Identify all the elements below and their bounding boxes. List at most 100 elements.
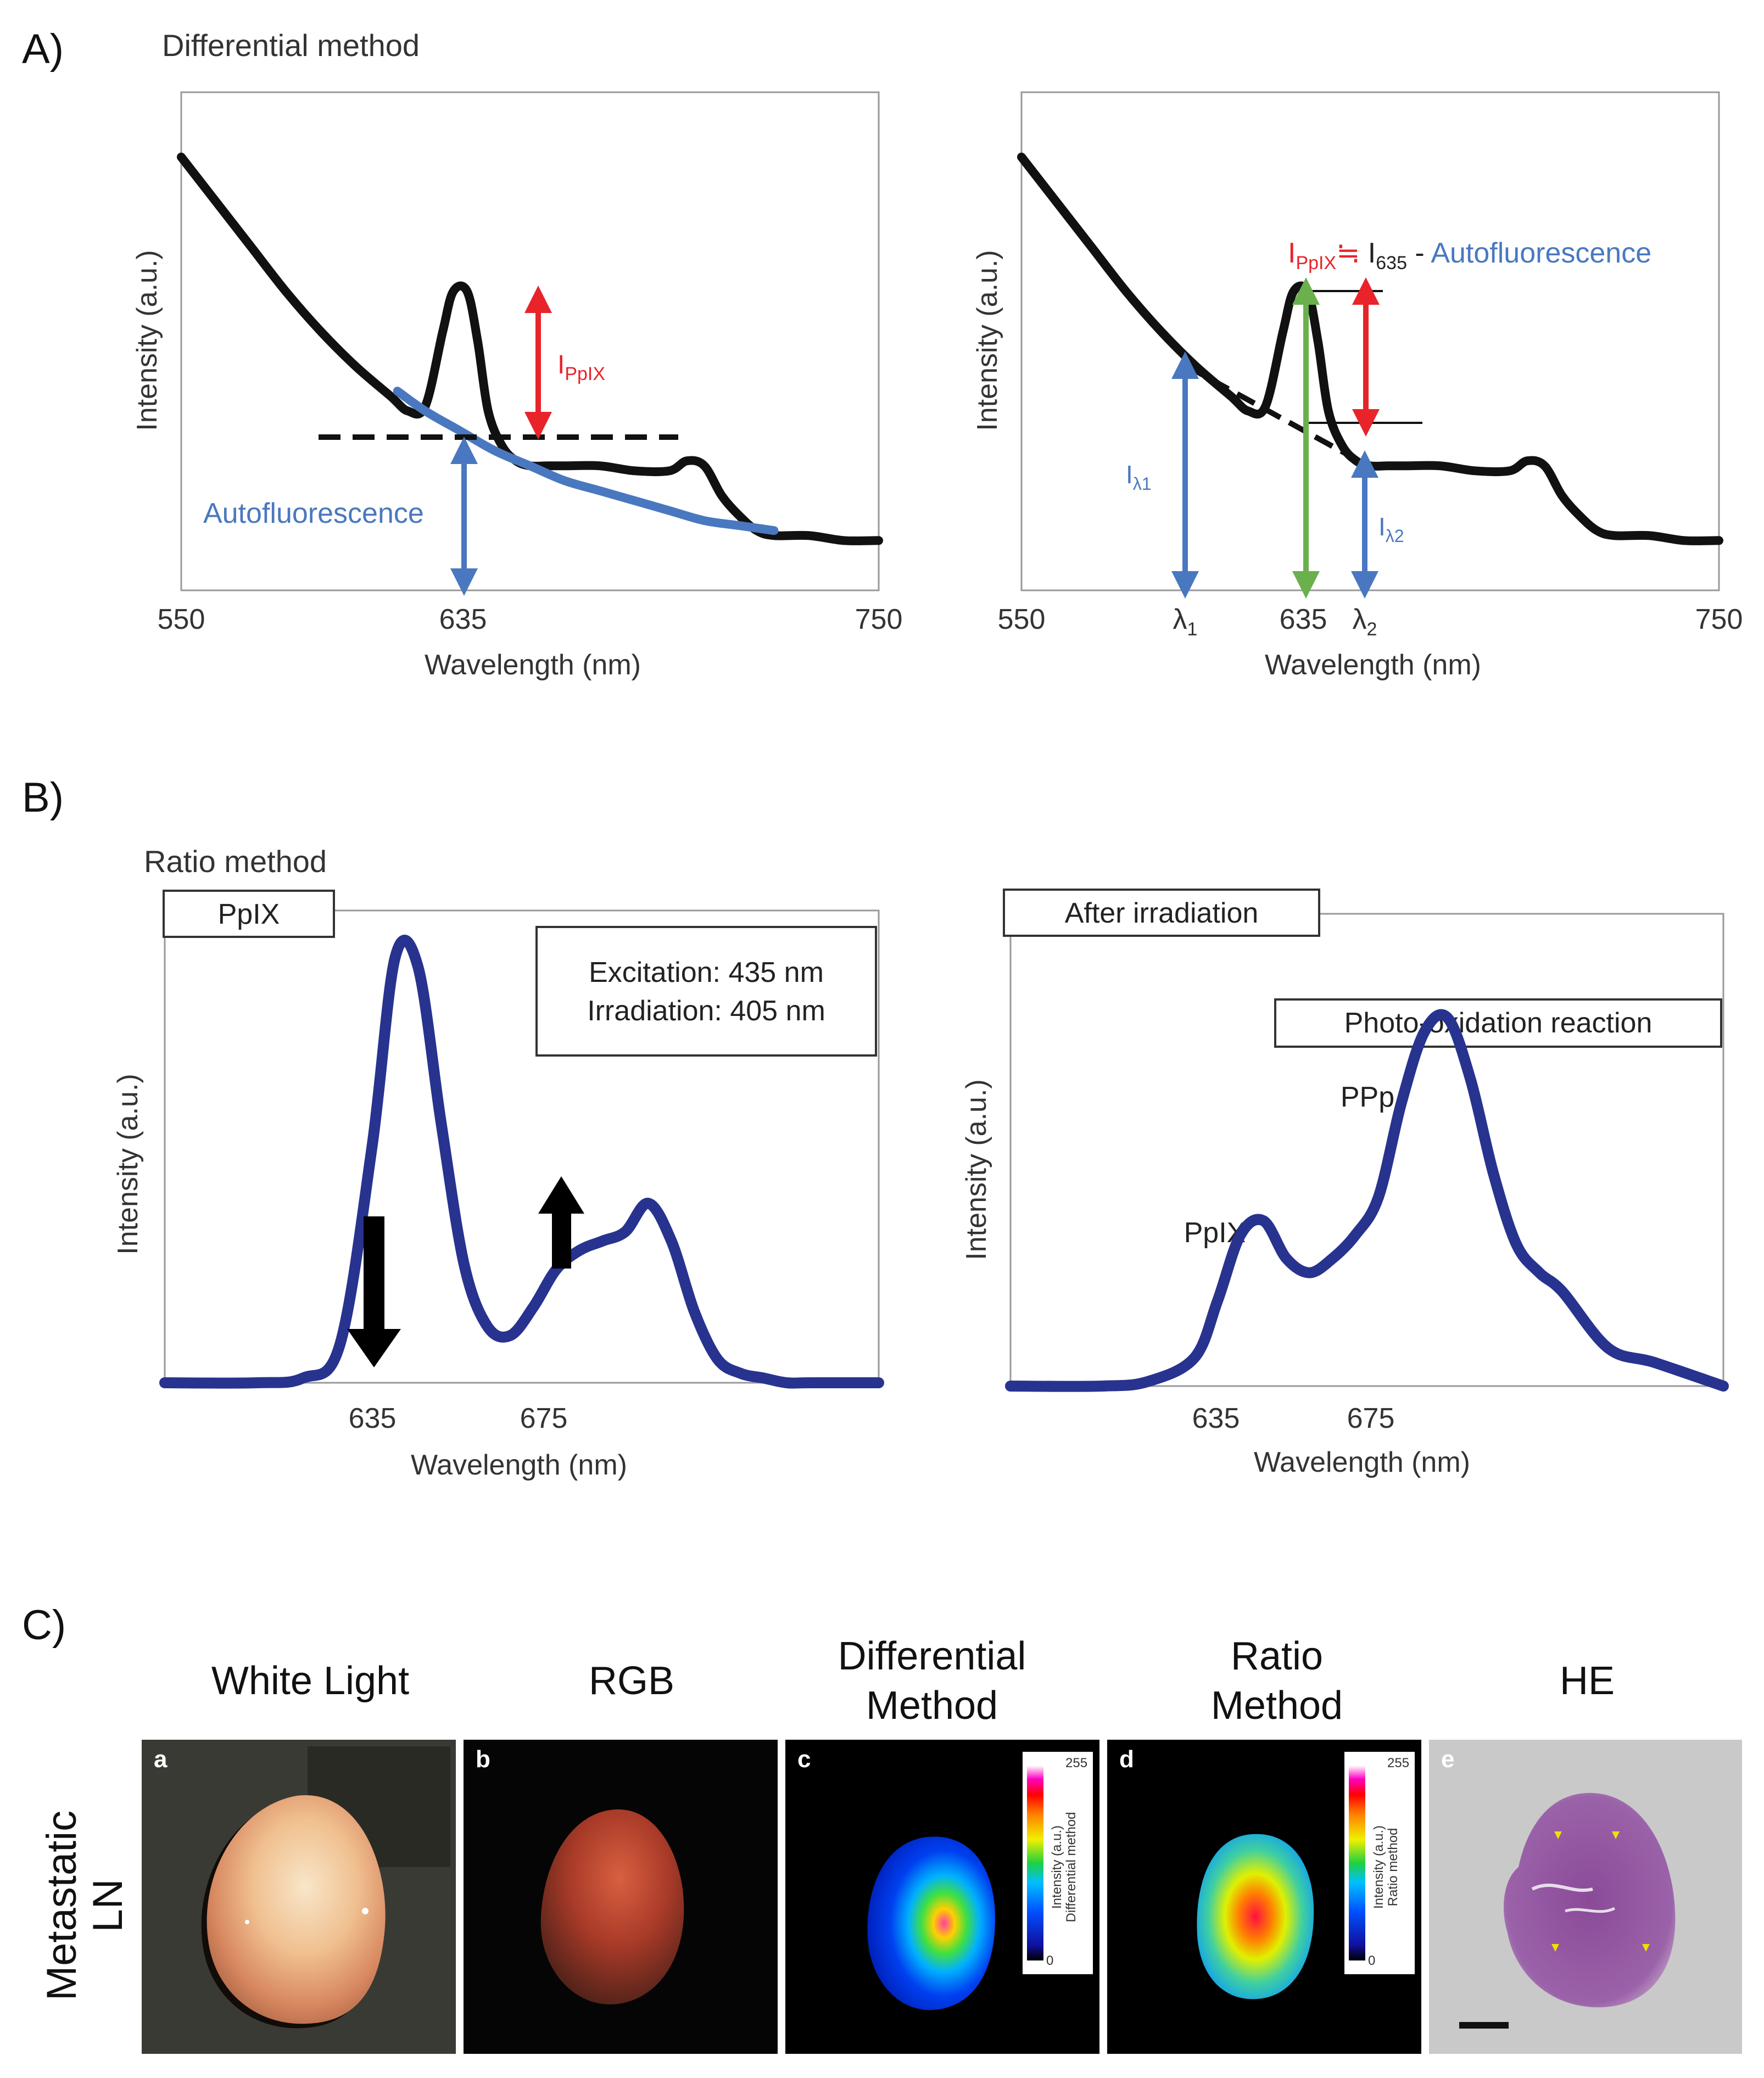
up-arrow [538,1176,584,1269]
photo-letter-c: c [797,1746,811,1773]
arrowhead-marker [1551,1944,1559,1952]
x-axis-label: Wavelength (nm) [425,649,641,681]
x-axis-label: Wavelength (nm) [1254,1446,1470,1478]
after-irradiation-text: After irradiation [1065,897,1259,929]
photo-white-light: a [142,1740,456,2054]
photo-oxidation-box [1274,998,1722,1048]
lambda1-tick: λ1 [1173,604,1198,640]
panel-label-a: A) [22,26,64,72]
photo-letter-b: b [476,1746,490,1773]
row-label-metastatic: Metastatic [38,1811,85,2001]
down-arrow [347,1216,401,1367]
ppp-peak-label: PPp [1341,1081,1394,1113]
series-line-measured-spectrum [1017,152,1723,545]
intensity-map [1197,1834,1314,1999]
panel-label-b: B) [22,774,64,821]
col-header-white-light: White Light [211,1659,409,1703]
tick-label: 675 [1347,1403,1395,1434]
tissue-fissure [1565,1907,1616,1913]
lymph-node-tissue [540,1809,684,2004]
photo-he: e [1429,1740,1742,2054]
tick-label: 550 [158,604,205,635]
tick-label: 550 [998,604,1046,635]
col-header-ratio-2: Method [1211,1684,1343,1728]
intensity-map [867,1836,996,2010]
y-axis-label: Intensity (a.u.) [972,250,1003,431]
colorbar-min: 0 [1046,1953,1053,1968]
tick-label: 635 [439,604,487,635]
panel-b-title: Ratio method [144,844,327,879]
colorbar [1027,1766,1043,1960]
series-line-after-irradiation [1005,1009,1729,1392]
arrowhead-marker [1642,1944,1650,1952]
colorbar-caption: Intensity (a.u.) [1371,1825,1386,1909]
lambda2-tick: λ2 [1353,604,1377,640]
tick-label: 675 [520,1403,568,1434]
il1-label: Iλ1 [1126,460,1152,494]
series-line-ppix [159,935,884,1389]
tick-label: 635 [1280,604,1327,635]
excitation-info-box [535,926,877,1057]
ppix-label-box [163,890,335,938]
row-label-ln: LN [85,1879,131,1932]
panel-label-c: C) [22,1602,66,1649]
colorbar-min: 0 [1368,1953,1375,1968]
highlight [245,1920,249,1924]
y-axis-label: Intensity (a.u.) [961,1079,992,1260]
arrowhead-marker [1554,1831,1562,1839]
colorbar-max: 255 [1065,1756,1087,1770]
photo-ratio: 255 0 Intensity (a.u.) Ratio method d [1107,1740,1421,2054]
chart-b-left: PpIX Excitation: 435 nm Irradiation: 405… [112,890,884,1481]
irradiation-text: Irradiation: 405 nm [587,995,825,1027]
colorbar-caption: Intensity (a.u.) [1050,1825,1064,1909]
panel-a-title: Differential method [162,28,420,63]
plot-frame-b-right [1009,913,1724,1387]
series-line-autofluorescence [393,387,779,535]
chart-a-left: 550 635 750 Wavelength (nm) Intensity (a… [131,91,903,681]
equation-label: IPpIX≒ I635 - Autofluorescence [1288,237,1651,273]
interpolation-line [1184,362,1366,467]
photo-rgb: b [464,1740,778,2054]
ippix-label: IPpIX [557,350,605,384]
photo-oxidation-text: Photo-oxidation reaction [1344,1007,1653,1039]
ppix-box-text: PpIX [218,898,280,930]
photo-letter-d: d [1119,1746,1134,1773]
y-axis-label: Intensity (a.u.) [112,1074,144,1254]
scale-bar [1459,2022,1509,2029]
colorbar-caption-2: Ratio method [1386,1828,1400,1907]
colorbar-max: 255 [1387,1756,1409,1770]
plot-frame-a-right [1020,91,1720,591]
col-header-rgb: RGB [589,1659,674,1703]
tick-label: 750 [1695,604,1743,635]
plot-frame-a-left [180,91,880,591]
col-header-he: HE [1560,1659,1615,1703]
excitation-text: Excitation: 435 nm [589,957,824,988]
photo-letter-e: e [1441,1746,1454,1773]
colorbar [1349,1766,1365,1960]
il2-label: Iλ2 [1378,512,1404,546]
tick-label: 635 [349,1403,397,1434]
x-axis-label: Wavelength (nm) [1265,649,1481,681]
y-axis-label: Intensity (a.u.) [131,250,163,431]
column-headers: White Light RGB Differential Method Rati… [211,1634,1615,1728]
lymph-node-tissue [206,1795,386,2024]
tick-label: 635 [1192,1403,1240,1434]
x-axis-label: Wavelength (nm) [411,1449,627,1481]
col-header-differential: Differential [838,1634,1026,1678]
he-tissue [1503,1792,1676,2008]
autofluorescence-label: Autofluorescence [203,498,424,529]
colorbar-caption-2: Differential method [1064,1812,1079,1923]
photo-letter-a: a [154,1746,168,1773]
chart-a-right: 550 635 750 λ1 λ2 Wavelength (nm) Intens… [972,91,1743,681]
photo-differential: 255 0 Intensity (a.u.) Differential meth… [785,1740,1099,2054]
chart-b-right: After irradiation Photo-oxidation reacti… [961,889,1729,1478]
tick-label: 750 [855,604,903,635]
plot-frame-b-left [164,909,880,1384]
arrowhead-marker [1612,1831,1620,1839]
col-header-ratio: Ratio [1231,1634,1323,1678]
col-header-differential-2: Method [866,1684,998,1728]
highlight [362,1908,369,1914]
after-irradiation-box [1003,889,1320,937]
series-line-measured-spectrum [177,152,883,545]
